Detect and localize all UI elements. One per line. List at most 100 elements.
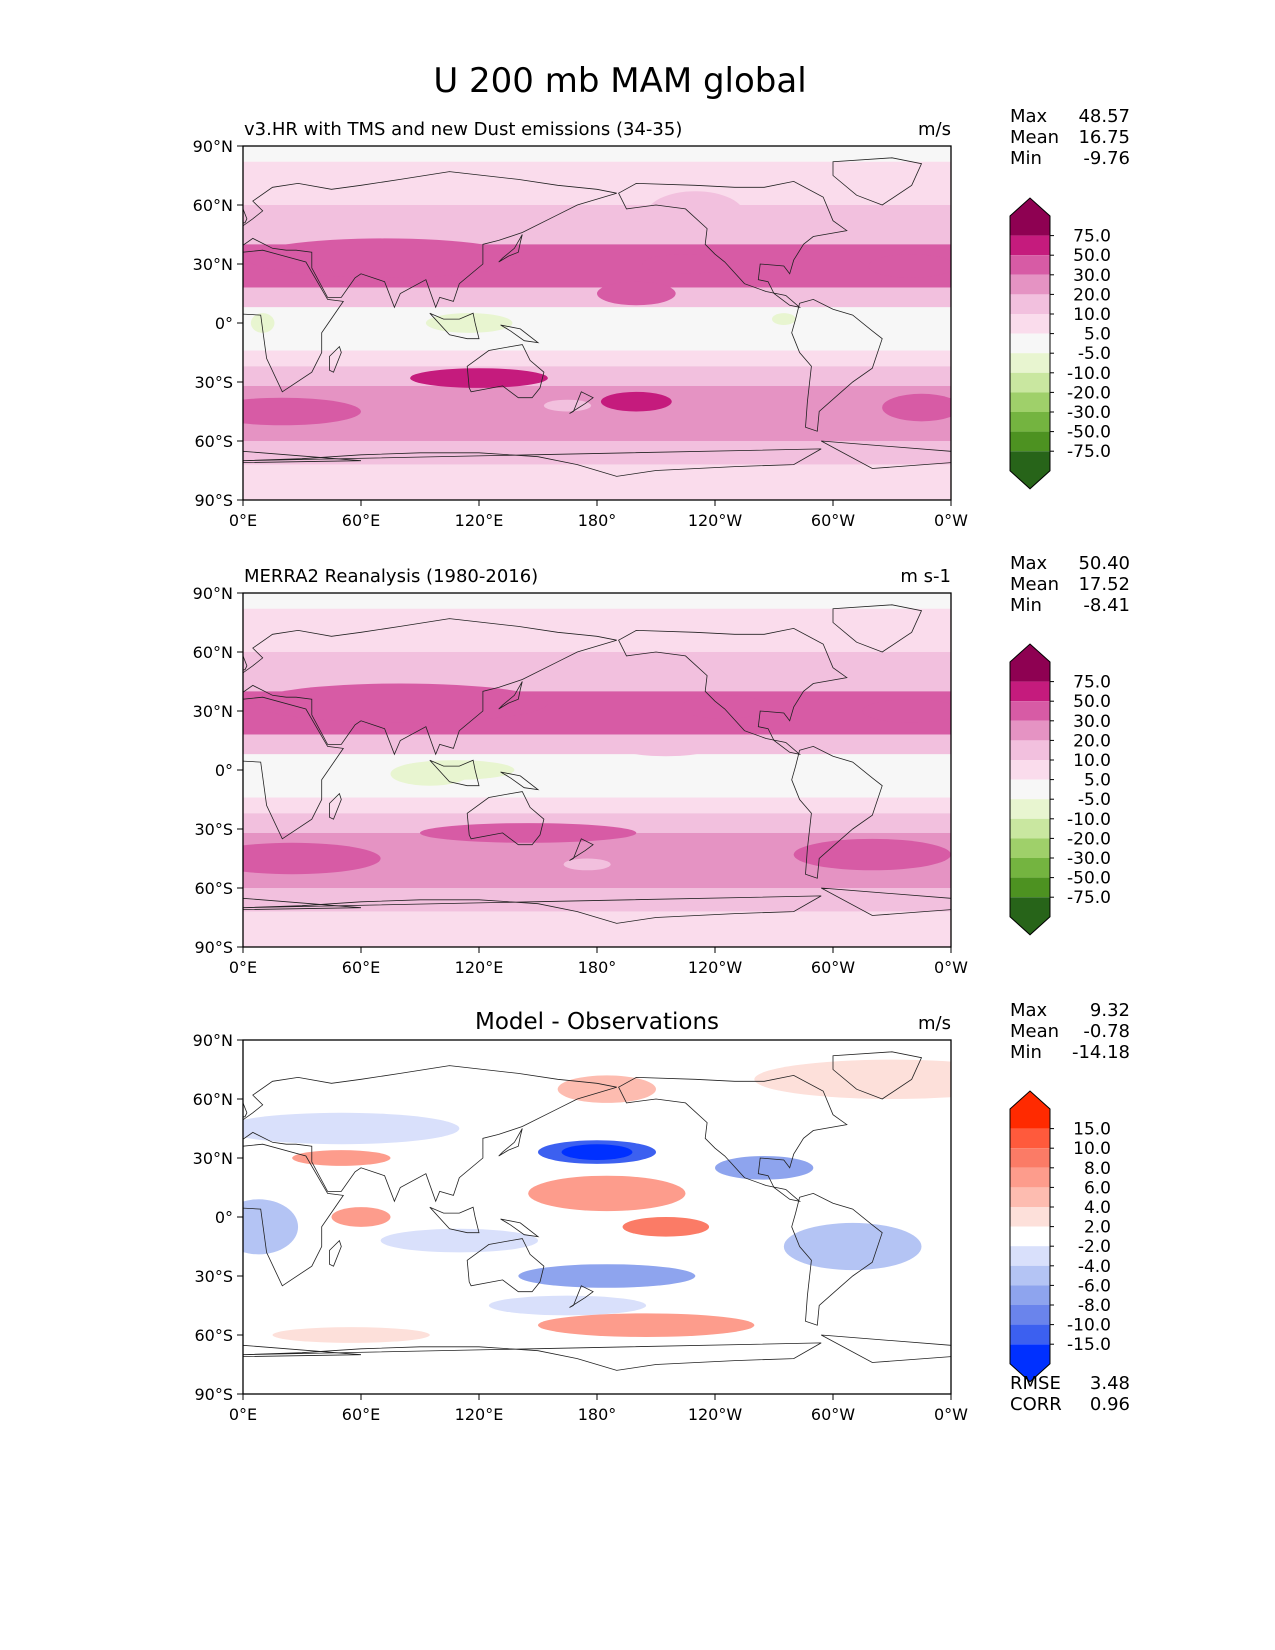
x-tick-label: 180°: [578, 1405, 617, 1424]
colorbar-swatch: [1010, 838, 1050, 858]
contour-region: [420, 823, 637, 843]
coastline: [618, 180, 848, 308]
coastline: [821, 1334, 951, 1363]
contour-band: [243, 734, 951, 755]
contour-region: [380, 1228, 538, 1253]
colorbar-label: -8.0: [1078, 1296, 1111, 1316]
coastline: [0, 449, 113, 477]
colorbar-swatch: [1010, 392, 1050, 412]
colorbar-label: 50.0: [1073, 246, 1111, 266]
coastline: [243, 208, 248, 224]
x-tick-label: 0°W: [934, 1405, 968, 1424]
contour-region: [862, 699, 951, 723]
stat-value-mean: -0.78: [1083, 1021, 1130, 1042]
stat-label-corr: CORR: [1010, 1394, 1062, 1415]
colorbar-label: -75.0: [1067, 442, 1111, 462]
x-tick-label: 120°W: [688, 511, 743, 530]
contour-region: [563, 858, 611, 871]
colorbar-label: 50.0: [1073, 692, 1111, 712]
colorbar-label: -30.0: [1067, 849, 1111, 869]
y-tick-label: 30°S: [194, 373, 233, 392]
coastline: [84, 299, 175, 431]
stat-value-max: 9.32: [1090, 1000, 1130, 1021]
x-tick-label: 60°W: [811, 1405, 855, 1424]
panel-title: v3.HR with TMS and new Dust emissions (3…: [244, 119, 682, 140]
y-tick-label: 30°S: [194, 1267, 233, 1286]
stat-value-min: -8.41: [1083, 595, 1130, 616]
coastline: [243, 1342, 822, 1371]
colorbar-swatch: [1010, 1246, 1050, 1266]
y-tick-label: 90°S: [194, 938, 233, 957]
stats-block: Max 48.57 Mean 16.75 Min -9.76: [1010, 106, 1130, 169]
colorbar-label: -20.0: [1067, 829, 1111, 849]
contour-region: [642, 254, 729, 274]
colorbar-swatch: [1010, 720, 1050, 741]
coastline: [569, 391, 594, 414]
colorbar-swatch: [1010, 412, 1050, 432]
colorbar-swatch: [1010, 1167, 1050, 1188]
contour-region: [681, 695, 769, 719]
contour-region: [772, 313, 796, 325]
coastline: [569, 1285, 594, 1308]
y-tick-label: 90°N: [193, 1031, 233, 1050]
colorbar-label: -50.0: [1067, 423, 1111, 443]
stat-label-max: Max: [1010, 1000, 1048, 1021]
y-tick-label: 90°N: [193, 584, 233, 603]
stat-value-mean: 17.52: [1078, 574, 1130, 595]
colorbar-label: 20.0: [1073, 285, 1111, 305]
colorbar-swatch: [1010, 799, 1050, 819]
colorbar-label: 5.0: [1084, 771, 1111, 791]
map-field: [0, 1040, 951, 1394]
stat-label-rmse: RMSE: [1010, 1373, 1061, 1394]
y-tick-label: 90°S: [194, 1385, 233, 1404]
panel-title: MERRA2 Reanalysis (1980-2016): [244, 566, 538, 587]
contour-region: [557, 1075, 656, 1103]
contour-region: [518, 1264, 696, 1288]
contour-region: [597, 281, 676, 306]
coastline: [0, 1343, 113, 1371]
contour-region: [292, 1150, 391, 1166]
colorbar-label: 30.0: [1073, 266, 1111, 286]
x-tick-label: 0°E: [229, 958, 257, 977]
coastline: [498, 234, 523, 263]
colorbar-swatch: [1010, 314, 1050, 334]
stat-value-mean: 16.75: [1078, 127, 1130, 148]
colorbar-swatch: [1010, 274, 1050, 295]
colorbar-label: 10.0: [1073, 751, 1111, 771]
x-tick-label: 60°E: [342, 1405, 380, 1424]
y-tick-label: 60°N: [193, 1090, 233, 1109]
panel-difference: Model - Observations m/s 90°N 60°N 30°N 0° 30°…: [0, 1000, 1130, 1424]
colorbar-swatch: [1010, 818, 1050, 839]
y-tick-label: 30°N: [193, 702, 233, 721]
stat-label-max: Max: [1010, 553, 1048, 574]
colorbar-swatch: [1010, 1226, 1050, 1247]
contour-region: [390, 762, 470, 786]
coastline: [243, 171, 617, 309]
stat-label-mean: Mean: [1010, 127, 1059, 148]
stat-label-min: Min: [1010, 595, 1042, 616]
x-tick-label: 120°E: [455, 511, 504, 530]
x-tick-label: 60°W: [811, 958, 855, 977]
coastline: [243, 1065, 617, 1203]
x-tick-label: 0°W: [934, 958, 968, 977]
contour-region: [243, 397, 361, 426]
x-tick-label: 120°W: [688, 958, 743, 977]
coastline: [329, 792, 342, 820]
y-tick-label: 60°S: [194, 432, 233, 451]
coastline: [466, 791, 545, 846]
map-field: [243, 593, 951, 947]
stat-label-mean: Mean: [1010, 1021, 1059, 1042]
stat-label-max: Max: [1010, 106, 1048, 127]
colorbar-label: 75.0: [1073, 673, 1111, 693]
colorbar-label: 20.0: [1073, 731, 1111, 751]
colorbar-label: -10.0: [1067, 810, 1111, 830]
colorbar-swatch: [1010, 451, 1050, 489]
coastline: [243, 696, 345, 840]
colorbar-label: -75.0: [1067, 888, 1111, 908]
coastline: [500, 1218, 540, 1238]
colorbar-swatch: [1010, 1265, 1050, 1286]
coastline: [243, 450, 362, 464]
y-tick-label: 30°N: [193, 255, 233, 274]
colorbar-label: -20.0: [1067, 383, 1111, 403]
figure-title: U 200 mb MAM global: [433, 61, 806, 101]
